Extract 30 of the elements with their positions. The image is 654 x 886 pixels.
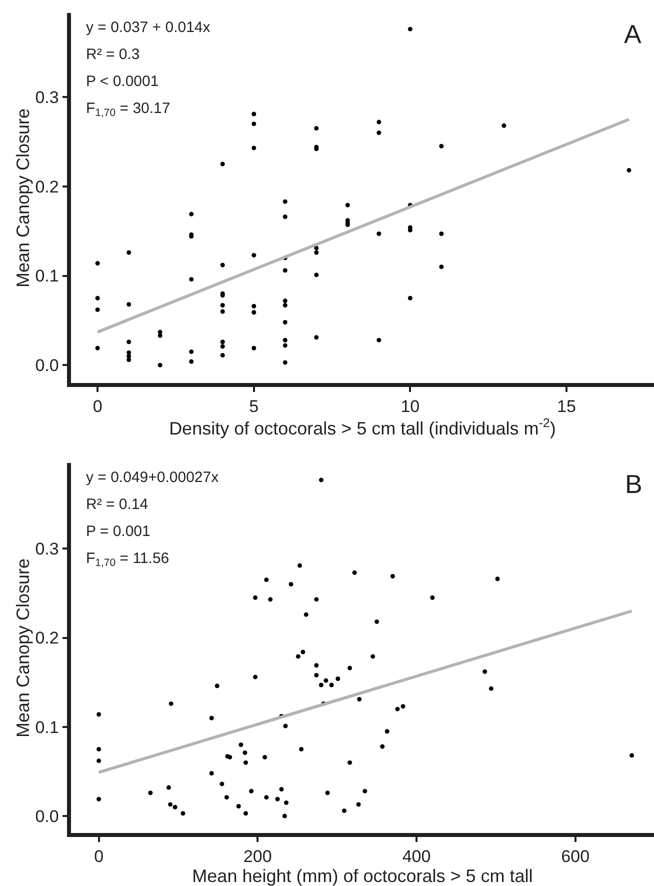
y-tick-label: 0.2 <box>35 628 59 648</box>
x-tick-label: 10 <box>400 397 420 416</box>
x-tick-label: 5 <box>249 397 259 416</box>
chart-title: A <box>624 19 642 49</box>
annotation: R² = 0.3 <box>86 46 140 63</box>
x-axis-title: Density of octocorals > 5 cm tall (individuals m$^{-2}$) <box>169 416 556 439</box>
chart-title: B <box>625 469 642 499</box>
x-tick-label: 600 <box>561 847 590 866</box>
x-tick-label: 200 <box>243 847 272 866</box>
annotation: P < 0.0001 <box>86 73 159 90</box>
x-tick-label: 400 <box>402 847 431 866</box>
x-tick-label: 15 <box>557 397 576 416</box>
y-tick-label: 0.0 <box>35 807 59 826</box>
x-tick-label: 0 <box>94 847 104 866</box>
annotation: R² = 0.14 <box>86 496 148 513</box>
y-tick-label: 0.3 <box>35 88 59 107</box>
x-axis-title: Mean height (mm) of octocorals > 5 cm tall <box>192 866 533 886</box>
annotation: y = 0.037 + 0.014x <box>86 19 211 36</box>
y-tick-label: 0.1 <box>35 718 59 737</box>
y-axis-title: Mean Canopy Closure <box>12 558 33 738</box>
y-tick-label: 0.1 <box>35 266 59 286</box>
x-tick-label: 0 <box>92 397 102 416</box>
annotation: P = 0.001 <box>86 523 150 540</box>
y-tick-label: 0.0 <box>35 356 59 376</box>
annotation: F$_{1,70}$ = 11.56 <box>86 550 170 570</box>
annotation: F$_{1,70}$ = 30.17 <box>86 100 170 120</box>
annotation: y = 0.049+0.00027x <box>86 469 220 486</box>
y-axis-title: Mean Canopy Closure <box>12 108 33 288</box>
y-tick-label: 0.2 <box>35 177 59 196</box>
y-tick-label: 0.3 <box>35 540 59 559</box>
